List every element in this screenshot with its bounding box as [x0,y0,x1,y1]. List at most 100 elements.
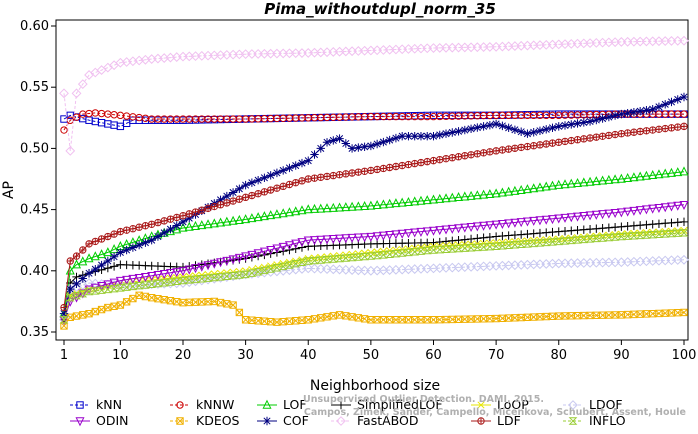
data-point-odin [134,273,144,283]
data-point-inflo [203,274,213,282]
legend-item-knnw: kNNW [170,397,234,412]
series-cof [59,92,689,318]
data-point-ldf [85,240,93,248]
legend-label-knn: kNN [96,397,122,412]
data-point-ldf [636,127,644,136]
data-point-ldf [492,147,500,155]
data-point-kdeos [91,307,100,316]
data-point-lof [247,213,257,223]
data-point-odin [241,252,251,262]
data-point-simplifiedlof [460,235,470,244]
data-point-lof [97,249,107,259]
data-point-lof [90,251,100,261]
data-point-kdeos [310,315,319,323]
data-point-lof [378,199,388,209]
data-point-ldf [185,210,193,218]
data-point-odin [372,232,382,242]
data-point-ldf [630,128,638,136]
data-point-lof [535,182,545,192]
x-tick-label: 60 [425,348,442,363]
data-point-cof [153,232,163,241]
data-point-inflo [541,238,551,247]
data-point-lof [278,208,288,218]
x-tick-label: 90 [613,348,630,363]
data-point-cof [554,122,563,131]
data-point-ldf [298,177,306,185]
data-point-ldf [154,218,162,227]
legend-label-cof: COF [283,413,309,428]
data-point-ldf [411,159,419,168]
data-point-cof [498,121,507,131]
data-point-ldf [473,150,482,158]
data-point-cof [304,156,313,165]
data-point-lof [435,193,445,203]
data-point-inflo [128,282,138,291]
data-point-lof [397,197,407,207]
data-point-ldf [517,143,525,152]
data-point-inflo [441,245,451,253]
data-point-inflo [191,275,200,284]
data-point-inflo [228,271,238,280]
data-point-cof [635,106,645,116]
data-point-lof [191,220,201,230]
data-point-ldf [273,184,281,192]
data-point-kdeos [285,317,294,325]
data-point-ldf [335,171,344,179]
data-point-lof [316,203,326,213]
data-point-odin [654,203,664,213]
data-point-lof [485,188,495,198]
data-point-cof [510,125,520,134]
data-point-simplifiedlof [473,234,482,243]
plot-border [55,19,689,341]
data-point-ldf [216,201,225,209]
data-point-odin [591,210,601,220]
data-point-odin [216,258,226,268]
data-point-kdeos [223,300,231,308]
data-point-simplifiedlof [429,238,438,247]
data-point-ldf [529,142,538,150]
data-point-simplifiedlof [466,234,476,244]
data-point-ldof [84,278,94,288]
data-point-inflo [234,271,244,279]
data-point-simplifiedlof [103,263,113,273]
data-point-cof [661,100,670,109]
legend-item-kdeos: KDEOS [170,413,240,428]
data-point-odin [441,225,451,235]
x-tick-label: 100 [672,348,697,363]
data-point-inflo [159,279,169,287]
data-point-lof [72,259,82,269]
data-point-odin [485,221,495,231]
data-point-kdeos [66,313,74,322]
data-point-kdeos [655,309,663,318]
data-point-ldf [354,168,363,176]
data-point-lof [554,179,564,189]
data-point-ldof [340,264,351,275]
data-point-inflo [673,229,683,237]
data-point-cof [335,134,344,143]
data-point-inflo [316,256,326,264]
data-point-kdeos [235,308,244,317]
data-point-inflo [504,241,514,250]
data-point-odin [479,221,489,231]
data-point-cof [91,264,100,274]
data-point-odin [566,213,576,223]
data-point-odin [604,209,614,219]
data-point-ldf [592,133,601,141]
data-point-ldf [504,145,513,153]
data-point-inflo [654,230,664,239]
data-point-inflo [172,277,182,286]
data-point-ldf [60,303,68,312]
data-point-lof [341,202,351,212]
data-point-odin [109,278,119,288]
data-point-cof [166,224,175,234]
data-point-ldf [674,123,682,131]
data-point-odin [165,269,175,279]
data-point-inflo [166,278,175,286]
legend-label-inflo: INFLO [589,413,626,428]
data-point-inflo [667,229,676,238]
data-point-cof [504,123,513,133]
data-point-cof [379,137,388,147]
data-point-ldof [328,264,339,275]
data-point-fastabod [77,79,88,90]
data-point-inflo [353,253,363,261]
